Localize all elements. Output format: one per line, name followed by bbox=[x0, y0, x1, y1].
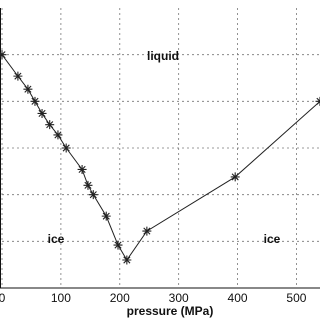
marker bbox=[88, 190, 98, 200]
x-tick-label: 400 bbox=[228, 291, 248, 305]
x-axis-label: pressure (MPa) bbox=[127, 304, 214, 318]
x-tick-label: 200 bbox=[110, 291, 130, 305]
x-tick-label: 0 bbox=[0, 291, 6, 305]
marker bbox=[101, 211, 111, 221]
annotation: liquid bbox=[147, 49, 179, 63]
marker bbox=[83, 180, 93, 190]
annotation: ice bbox=[48, 232, 65, 246]
annotation: ice bbox=[264, 232, 281, 246]
x-tick-label: 300 bbox=[169, 291, 189, 305]
marker bbox=[53, 130, 63, 140]
marker bbox=[122, 255, 132, 265]
marker bbox=[142, 226, 152, 236]
marker bbox=[37, 108, 47, 118]
marker bbox=[45, 120, 55, 130]
marker bbox=[23, 84, 33, 94]
marker bbox=[77, 164, 87, 174]
x-tick-label: 500 bbox=[286, 291, 306, 305]
x-tick-label: 100 bbox=[51, 291, 71, 305]
marker bbox=[61, 143, 71, 153]
marker bbox=[113, 240, 123, 250]
marker bbox=[30, 96, 40, 106]
marker bbox=[0, 50, 7, 60]
marker bbox=[13, 71, 23, 81]
marker bbox=[230, 172, 240, 182]
